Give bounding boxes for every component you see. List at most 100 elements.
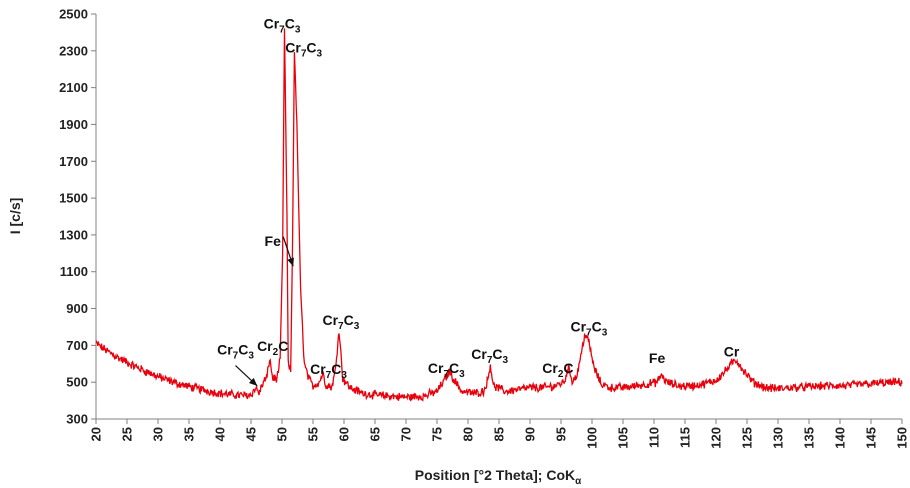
peak-label: Cr7C3 [322,312,359,332]
peak-label: Cr2C [542,360,573,380]
x-tick-label: 25 [120,427,135,441]
peak-label-element: Cr [471,346,487,362]
peak-label-element: C [449,360,459,376]
y-tick-label: 1500 [59,191,88,206]
x-tick-label: 60 [337,427,352,441]
x-tick-label: 70 [399,427,414,441]
peak-label-subscript: 3 [602,328,608,339]
x-tick-label: 90 [523,427,538,441]
peak-label-element: Cr [322,312,338,328]
peak-label: Cr2C [257,338,288,358]
peak-label-subscript: 3 [459,369,465,380]
x-tick-label: 85 [492,427,507,441]
y-tick-label: 1900 [59,117,88,132]
y-tick-label: 300 [66,412,88,427]
x-tick-label: 30 [151,427,166,441]
peak-label-element: C [563,360,573,376]
peak-label-subscript: 3 [341,370,347,381]
arrow-head [287,257,294,267]
y-tick-label: 1300 [59,227,88,242]
peak-label: Fe [649,350,666,366]
peak-label-element: Cr [264,16,280,32]
peak-label: Cr7C3 [310,361,347,381]
x-tick-label: 95 [554,427,569,441]
x-tick-label: 65 [368,427,383,441]
axes [91,13,903,424]
x-tick-label: 110 [647,427,662,448]
peak-label: Cr7C3 [428,360,465,380]
peak-label: Cr7C3 [471,346,508,366]
peak-label-subscript: 2 [558,369,564,380]
peak-label-subscript: 7 [326,370,332,381]
x-tick-label: 130 [771,427,786,449]
x-tick-label: 50 [275,427,290,441]
x-tick-label: 105 [616,427,631,449]
peak-label-subscript: 7 [233,351,239,362]
peak-label-subscript: 7 [487,355,493,366]
peak-label: Cr7C3 [285,40,322,60]
y-tick-label: 1100 [60,264,88,279]
x-axis-label-sub: α [575,476,582,487]
peak-label-subscript: 2 [273,347,279,358]
arrow-head [248,377,258,386]
x-tick-label: 80 [461,427,476,441]
y-axis-label: I [c/s] [7,198,23,235]
peak-label-element: C [592,319,602,335]
peak-label-element: C [331,361,341,377]
x-axis-label-main: Position [°2 Theta]; CoK [415,467,575,483]
peak-label: Fe [265,233,282,249]
x-tick-label: 135 [802,427,817,449]
peak-label-element: Cr [217,342,233,358]
x-tick-label: 150 [895,427,910,449]
y-tick-label: 700 [66,338,88,353]
x-tick-label: 35 [182,427,197,441]
peak-label-element: Cr [724,343,740,359]
x-tick-label: 45 [244,427,259,441]
peak-label-element: Cr [428,360,444,376]
peak-label-subscript: 3 [248,351,254,362]
peak-label-subscript: 7 [338,321,344,332]
x-tick-label: 140 [833,427,848,449]
peak-label-subscript: 3 [295,25,301,36]
peak-label-element: Fe [265,233,282,249]
peak-label: Cr7C3 [217,342,254,362]
peak-label-element: Cr [570,319,586,335]
peak-label-element: Cr [257,338,273,354]
y-tick-label: 2500 [59,7,88,22]
y-tick-label: 900 [66,301,88,316]
peak-label-element: C [278,338,288,354]
peak-label-element: C [492,346,502,362]
x-axis-label: Position [°2 Theta]; CoKα [415,467,582,487]
x-tick-label: 20 [89,427,104,441]
x-tick-label: 125 [740,427,755,449]
y-tick-label: 2100 [59,80,88,95]
peak-label-subscript: 7 [301,49,307,60]
x-tick-label: 40 [213,427,228,441]
peak-label: Cr7C3 [570,319,607,339]
peak-label-element: C [238,342,248,358]
x-tick-label: 100 [585,427,600,449]
peak-label-element: C [344,312,354,328]
peak-label-subscript: 7 [443,369,449,380]
peak-label-subscript: 3 [503,355,509,366]
peak-label-subscript: 3 [354,321,360,332]
peak-label-subscript: 7 [279,25,285,36]
y-tick-label: 1700 [59,154,88,169]
series-line [95,28,903,402]
peak-label-element: Cr [542,360,558,376]
peak-label-element: Cr [310,361,326,377]
tick-labels: 3005007009001100130015001700190021002300… [59,7,909,449]
peak-label-element: C [285,16,295,32]
x-tick-label: 75 [430,427,445,441]
x-tick-label: 145 [864,427,879,449]
annotations: Cr7C3Cr7C3FeCr2CCr7C3Cr7C3Cr7C3Cr7C3Cr7C… [217,16,740,387]
peak-label-subscript: 7 [586,328,592,339]
x-tick-label: 115 [678,427,693,448]
y-tick-label: 500 [66,375,88,390]
peak-label-element: Fe [649,350,666,366]
peak-label: Cr7C3 [264,16,301,36]
peak-label-element: Cr [285,40,301,56]
y-tick-label: 2300 [59,43,88,58]
peak-label-element: C [306,40,316,56]
